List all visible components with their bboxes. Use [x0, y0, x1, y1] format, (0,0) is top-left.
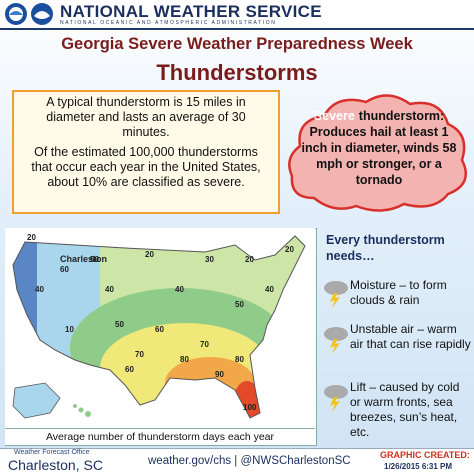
- need-item: Unstable air – warm air that can rise ra…: [350, 322, 471, 351]
- contour-label: 20: [27, 233, 36, 242]
- contour-label: 20: [285, 245, 294, 254]
- created-label: GRAPHIC CREATED:: [380, 450, 470, 460]
- map-caption: Average number of thunderstorm days each…: [5, 428, 315, 445]
- contour-label: 80: [235, 355, 244, 364]
- header-bar: [0, 0, 474, 30]
- contour-label: 20: [245, 255, 254, 264]
- contour-label: 50: [115, 320, 124, 329]
- contour-label: 70: [135, 350, 144, 359]
- footer-bar: [0, 448, 474, 474]
- office: Charleston, SC: [8, 457, 103, 473]
- need-item: Lift – caused by cold or warm fronts, se…: [350, 380, 460, 439]
- needs-heading: Every thunderstorm needs…: [326, 233, 445, 263]
- contour-label: 60: [60, 265, 69, 274]
- contour-label: 90: [215, 370, 224, 379]
- contour-label: 30: [205, 255, 214, 264]
- severe-definition: Severe thunderstorm: Produces hail at lea…: [300, 108, 458, 188]
- contour-label: 80: [180, 355, 189, 364]
- contour-label: 100: [243, 403, 257, 412]
- subtitle: Thunderstorms: [156, 60, 318, 85]
- links: weather.gov/chs | @NWSCharlestonSC: [148, 455, 351, 467]
- agency: NATIONAL WEATHER SERVICE: [60, 2, 322, 21]
- contour-label: 50: [90, 255, 99, 264]
- contour-label: 40: [175, 285, 184, 294]
- contour-label: 60: [155, 325, 164, 334]
- contour-label: 10: [65, 325, 74, 334]
- fact: Of the estimated 100,000 thunderstorms t…: [31, 145, 261, 189]
- cloud: [288, 94, 467, 212]
- map-city: Charleston: [60, 254, 108, 264]
- storm-icons: [324, 281, 348, 412]
- contour-label: 40: [265, 285, 274, 294]
- contour-label: 20: [145, 250, 154, 259]
- facts-box: A typical thunderstorm is 15 miles in di…: [12, 90, 280, 214]
- contour-label: 50: [235, 300, 244, 309]
- contour-label: 40: [105, 285, 114, 294]
- office-label: Weather Forecast Office: [14, 449, 90, 456]
- severe-highlight: Severe: [313, 109, 355, 123]
- contour-label: 70: [200, 340, 209, 349]
- logos: [5, 3, 53, 25]
- title: Georgia Severe Weather Preparedness Week: [61, 35, 413, 53]
- need-item: Moisture – to form clouds & rain: [350, 278, 447, 307]
- severe-text: thunderstorm: Produces hail at least 1 i…: [301, 109, 457, 187]
- contour-label: 60: [125, 365, 134, 374]
- subagency: NATIONAL OCEANIC AND ATMOSPHERIC ADMINIS…: [60, 20, 277, 26]
- fact: A typical thunderstorm is 15 miles in di…: [46, 95, 246, 139]
- created-date: 1/26/2015 6:31 PM: [384, 462, 453, 471]
- contour-label: 40: [35, 285, 44, 294]
